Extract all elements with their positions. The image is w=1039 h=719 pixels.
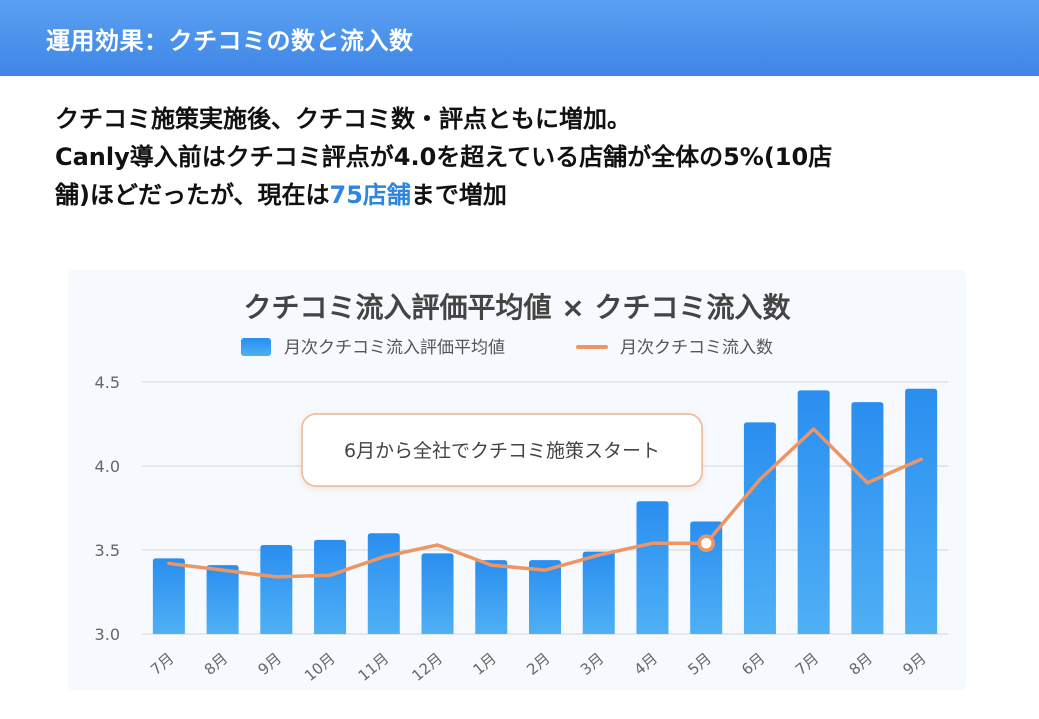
x-tick-label: 7月 [147,649,177,679]
x-tick-label: 2月 [523,649,553,679]
y-tick-label: 4.0 [95,457,120,476]
bar [690,521,723,634]
bar [905,388,938,634]
bar [529,560,561,634]
x-tick-label: 11月 [355,649,393,685]
bar [743,422,776,634]
bar [152,558,185,634]
highlight-point [697,534,715,553]
x-tick-label: 3月 [577,649,607,679]
series-line [167,427,923,579]
y-tick-label: 4.5 [95,373,120,392]
summary-highlight: 75店舗 [329,181,411,209]
header-bar: 運用効果：クチコミの数と流入数 [0,0,1039,76]
bar-series [152,388,938,634]
y-tick-label: 3.5 [95,541,120,560]
summary-line-1: クチコミ施策実施後、クチコミ数・評点ともに増加。 [55,105,631,133]
y-tick-label: 3.0 [95,625,120,644]
x-tick-label: 4月 [631,649,661,679]
chart-title: クチコミ流入評価平均値 × クチコミ流入数 [244,291,792,324]
x-tick-label: 10月 [301,649,339,685]
x-tick-label: 9月 [899,649,929,679]
bar [314,539,347,634]
chart-legend: 月次クチコミ流入評価平均値 月次クチコミ流入数 [241,338,773,358]
summary-line-2: Canly導入前はクチコミ評点が4.0を超えている店舗が全体の5%(10店 [55,143,833,171]
bar [421,553,454,634]
summary-line-3-prefix: 舗)ほどだったが、現在は [55,181,330,209]
bar [636,501,669,634]
x-tick-label: 9月 [255,649,285,679]
annotation-box [301,413,703,487]
bar [206,565,239,634]
x-tick-label: 8月 [201,649,231,679]
summary-line-3-suffix: まで増加 [410,181,507,209]
x-tick-label: 6月 [738,649,768,679]
bar [851,402,884,634]
bar [260,544,293,634]
bar [582,551,615,634]
summary-line-3: 舗)ほどだったが、現在は75店舗まで増加 [55,176,1015,214]
x-tick-label: 8月 [846,649,876,679]
legend-bar-swatch [241,338,271,356]
chart: クチコミ流入評価平均値 × クチコミ流入数 月次クチコミ流入評価平均値 月次クチ… [95,291,948,685]
legend-line-label: 月次クチコミ流入数 [620,338,773,358]
legend-bar-label: 月次クチコミ流入評価平均値 [284,338,505,358]
line-series [167,427,923,579]
x-tick-label: 12月 [408,649,446,685]
summary-text: クチコミ施策実施後、クチコミ数・評点ともに増加。 Canly導入前はクチコミ評点… [55,100,1015,214]
annotation: 6月から全社でクチコミ施策スタート [301,413,703,487]
x-tick-label: 1月 [469,649,499,679]
bar [367,533,400,634]
annotation-text: 6月から全社でクチコミ施策スタート [344,440,660,462]
bar [797,390,830,634]
chart-panel: クチコミ流入評価平均値 × クチコミ流入数 月次クチコミ流入評価平均値 月次クチ… [68,270,966,690]
y-axis: 3.0 3.5 4.0 4.5 [95,373,120,644]
bar [475,560,508,634]
x-axis: 7月 8月 9月 10月 11月 12月 1月 2月 3月 4月 5月 6月 7月 8月 9月 [147,649,930,685]
x-tick-label: 7月 [792,649,822,679]
x-tick-label: 5月 [684,649,714,679]
page-title: 運用効果：クチコミの数と流入数 [46,26,414,55]
